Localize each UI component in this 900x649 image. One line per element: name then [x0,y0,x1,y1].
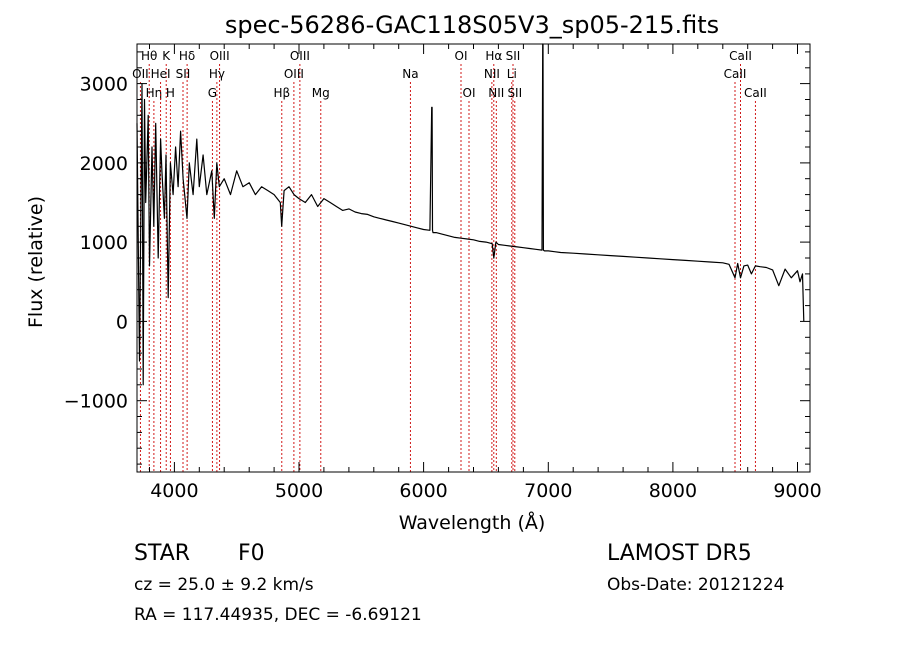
redshift-label: cz = 25.0 ± 9.2 km/s [134,575,314,595]
marker-label: HeI [151,67,171,81]
x-tick-label: 4000 [150,480,198,502]
flux-series-line [136,43,805,386]
marker-label: K [162,49,171,63]
marker-label: Hδ [179,49,195,63]
marker-label: Hη [146,86,163,100]
marker-label: CaII [729,49,752,63]
y-tick-label: 3000 [80,74,128,96]
marker-label: OI [455,49,468,63]
x-tick-label: 8000 [649,480,697,502]
marker-label: OIII [284,67,304,81]
marker-label: CaII [724,67,747,81]
marker-label: NII [488,86,504,100]
marker-label: Na [402,67,418,81]
class-label: STAR [134,541,190,566]
plot-frame [136,43,811,473]
marker-label: OIII [210,49,230,63]
marker-label: Hθ [141,49,157,63]
marker-label: Hβ [273,86,290,100]
marker-label: Hγ [209,67,225,81]
series-layer [136,43,805,386]
subclass-label: F0 [238,541,265,566]
marker-label: Li [507,67,517,81]
marker-label: SII [506,49,521,63]
marker-label: G [208,86,217,100]
x-tick-label: 7000 [524,480,572,502]
y-tick-label: 2000 [80,153,128,175]
y-tick-label: −1000 [64,391,128,413]
x-tick-label: 6000 [399,480,447,502]
marker-label: H [166,86,175,100]
marker-layer: Hθ OII Hη K HeI H Hδ SII OIII Hγ G Hβ OIII OIII Mg Na OI… [132,49,767,472]
marker-label: CaII [744,86,767,100]
y-tick-label: 1000 [80,232,128,254]
y-tick-label: 0 [116,311,128,333]
x-tick-label: 5000 [275,480,323,502]
x-tick-label: 9000 [773,480,821,502]
chart-title: spec-56286-GAC118S05V3_sp05-215.fits [225,11,719,39]
marker-label: OII [132,67,149,81]
marker-label: NII [484,67,500,81]
marker-label: Mg [312,86,330,100]
coords-label: RA = 117.44935, DEC = -6.69121 [134,605,422,625]
tick-layer: 4000 5000 6000 7000 8000 9000 −1000 0 1000 2000 30… [64,44,822,502]
marker-label: Hα [485,49,502,63]
marker-label: OIII [290,49,310,63]
y-axis-label: Flux (relative) [25,196,47,328]
survey-label: LAMOST DR5 [607,541,752,566]
marker-label: SII [176,67,191,81]
obs-date-label: Obs-Date: 20121224 [607,575,784,595]
x-axis-label: Wavelength (Å) [399,511,546,534]
marker-label: SII [507,86,522,100]
marker-label: OI [463,86,476,100]
